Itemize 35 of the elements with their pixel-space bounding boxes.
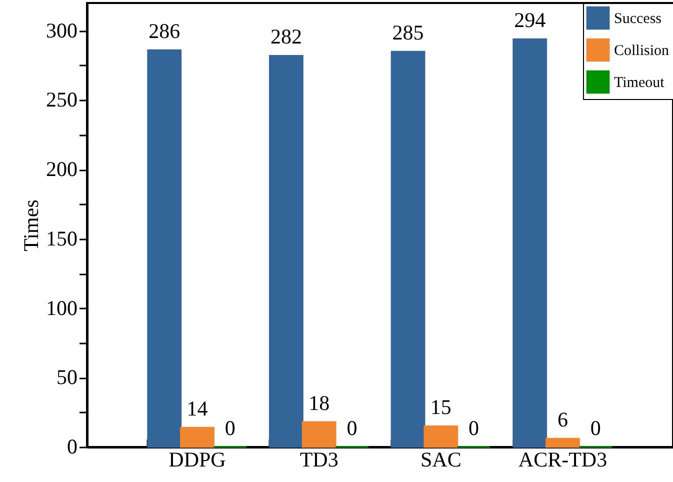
data-label: 14 [186, 396, 208, 421]
data-label: 285 [392, 20, 424, 45]
y-tick-label: 150 [46, 226, 78, 250]
y-tick-label: 300 [46, 18, 78, 42]
data-label: 0 [346, 416, 358, 440]
legend-label: Timeout [614, 75, 666, 91]
data-label: 15 [430, 395, 452, 420]
bar [390, 50, 426, 448]
y-tick-label: 50 [56, 365, 78, 390]
bar [512, 38, 548, 448]
data-label: 282 [270, 24, 302, 49]
data-label: 294 [514, 8, 546, 32]
y-tick-label: 200 [46, 157, 78, 181]
x-tick-label: DDPG [168, 448, 226, 472]
legend-label: Success [614, 11, 662, 27]
data-label: 0 [468, 416, 480, 440]
data-label: 6 [557, 408, 568, 432]
data-label: 286 [148, 19, 180, 44]
y-tick-label: 250 [46, 88, 78, 112]
y-tick-label: 100 [46, 296, 78, 320]
bar [268, 54, 304, 448]
x-tick-label: SAC [420, 448, 462, 472]
bar [180, 426, 214, 448]
data-label: 18 [308, 391, 330, 416]
bar [147, 49, 182, 448]
x-tick-label: TD3 [300, 448, 338, 472]
y-tick-label: 0 [67, 434, 78, 458]
data-label: 0 [224, 416, 236, 440]
legend-label: Collision [614, 43, 670, 59]
data-label: 0 [590, 416, 601, 440]
bar [424, 425, 458, 448]
bar [302, 421, 336, 448]
x-tick-label: ACR-TD3 [518, 448, 608, 472]
bar [546, 438, 580, 448]
y-axis-title: Times [19, 200, 43, 252]
